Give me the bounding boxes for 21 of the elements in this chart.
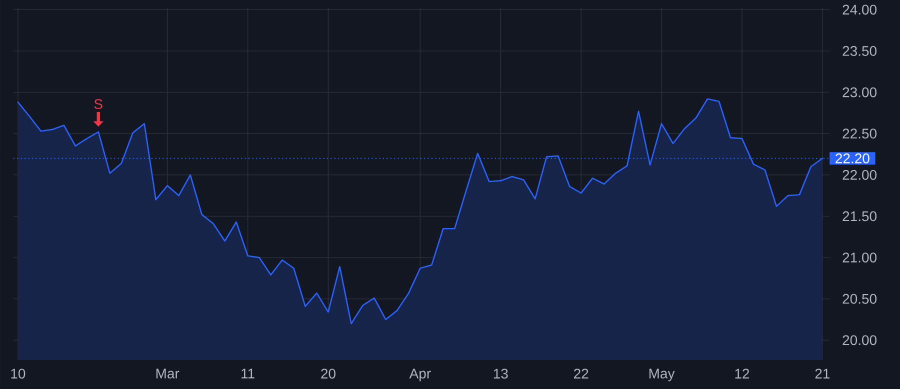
x-tick-label: 11	[242, 368, 254, 378]
x-tick-label: 22	[574, 368, 588, 378]
x-tick-label: 20	[321, 368, 336, 378]
y-tick-label: 21.50	[842, 211, 877, 222]
x-tick-label: May	[649, 368, 675, 382]
y-tick-label: 24.00	[842, 4, 877, 14]
y-tick-label: 23.00	[842, 87, 877, 98]
x-tick-label: 12	[735, 368, 750, 378]
y-tick-label: 22.50	[842, 128, 877, 138]
y-tick-label: 21.00	[842, 252, 877, 262]
x-tick-label: 13	[494, 368, 508, 378]
x-tick-label: Mar	[156, 368, 180, 378]
ref-line-label: 22.20	[836, 153, 870, 164]
x-tick-label: Apr	[409, 368, 431, 382]
y-tick-label: 22.00	[842, 170, 877, 180]
y-tick-label: 20.50	[842, 294, 877, 304]
annotation: S	[94, 98, 102, 109]
y-tick-label: 23.50	[842, 46, 877, 56]
x-tick-label: 21	[815, 368, 830, 378]
y-tick-label: 20.00	[842, 335, 877, 345]
x-tick-label: 10	[11, 368, 26, 378]
